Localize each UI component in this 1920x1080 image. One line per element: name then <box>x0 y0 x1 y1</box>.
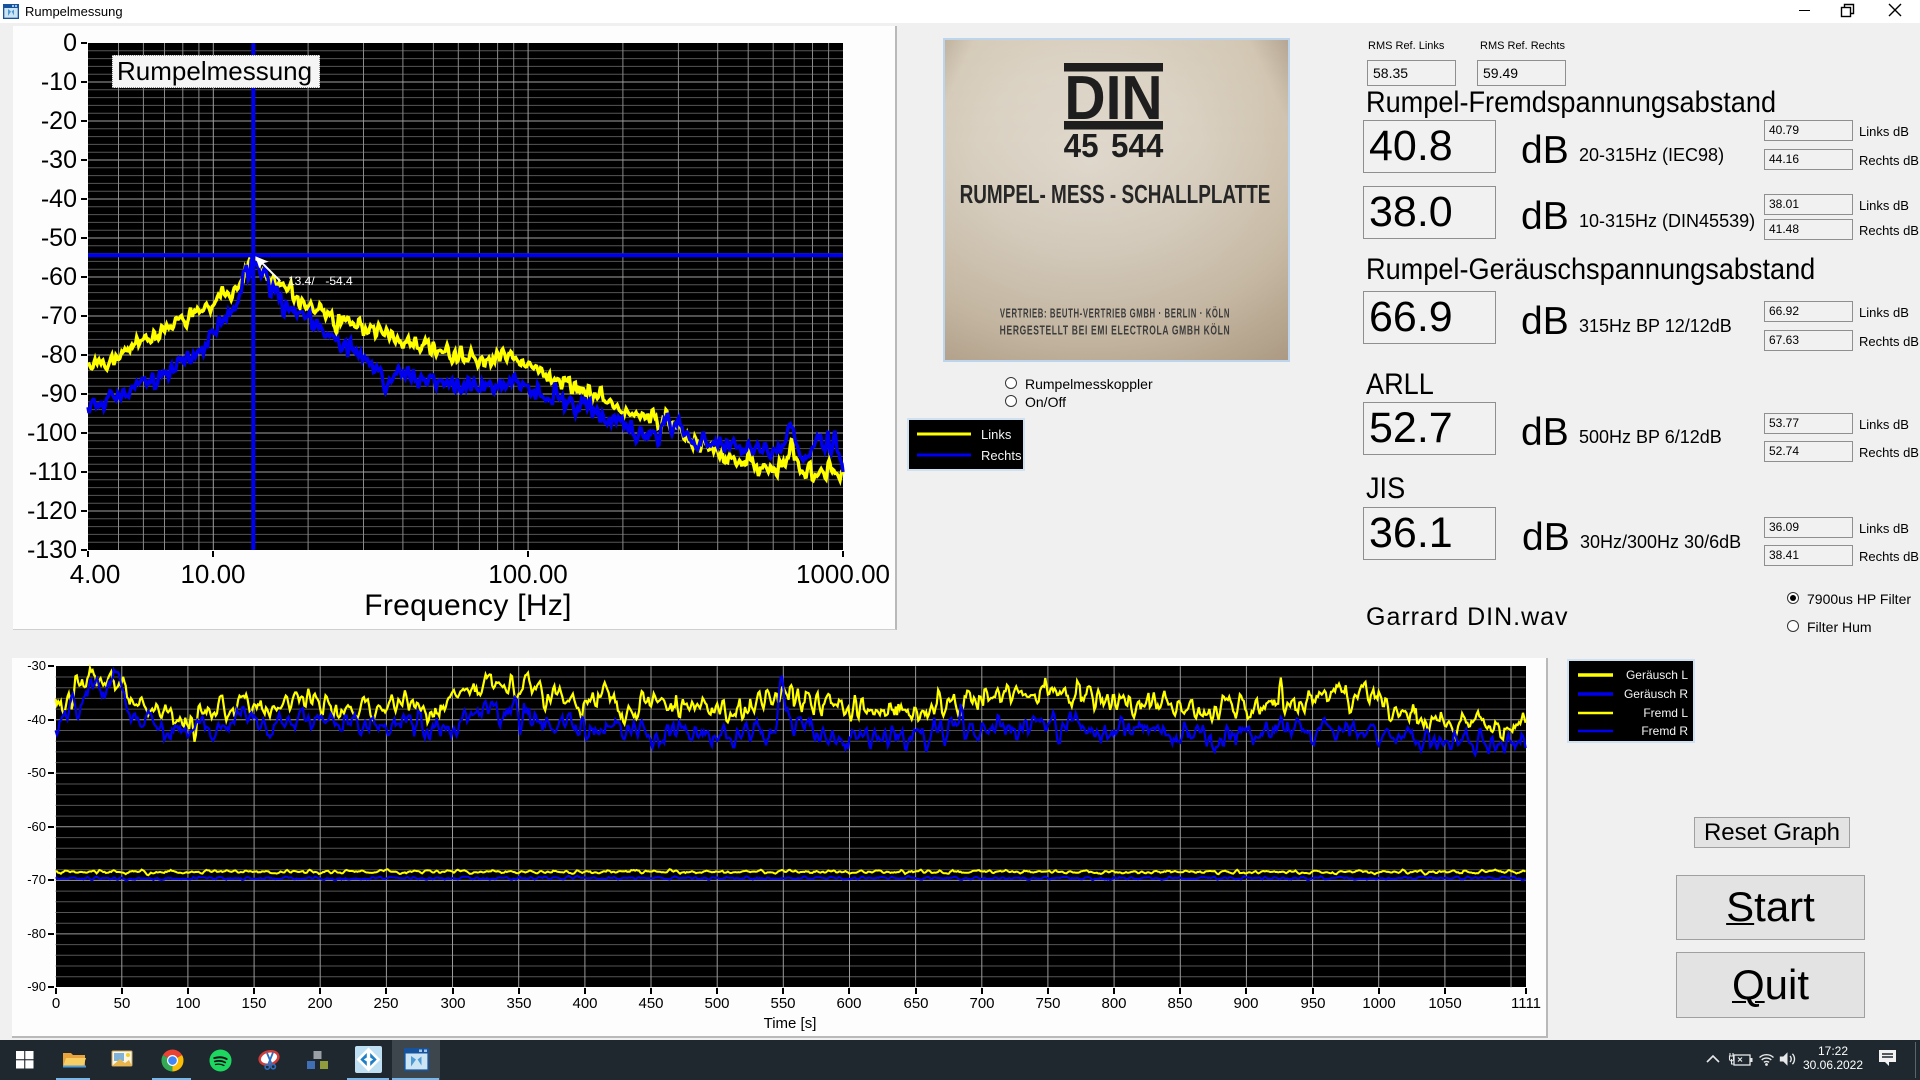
svg-text:HERGESTELLT BEI EMI ELECTROLA: HERGESTELLT BEI EMI ELECTROLA GMBH KÖLN <box>1000 323 1231 338</box>
svg-text:RUMPEL- MESS - SCHALLPLATTE: RUMPEL- MESS - SCHALLPLATTE <box>960 179 1271 209</box>
svg-text:VERTRIEB: BEUTH-VERTRIEB GMBH: VERTRIEB: BEUTH-VERTRIEB GMBH · BERLIN ·… <box>1000 305 1230 321</box>
svg-text:45 544: 45 544 <box>1064 127 1164 164</box>
svg-text:DIN: DIN <box>1064 63 1162 133</box>
